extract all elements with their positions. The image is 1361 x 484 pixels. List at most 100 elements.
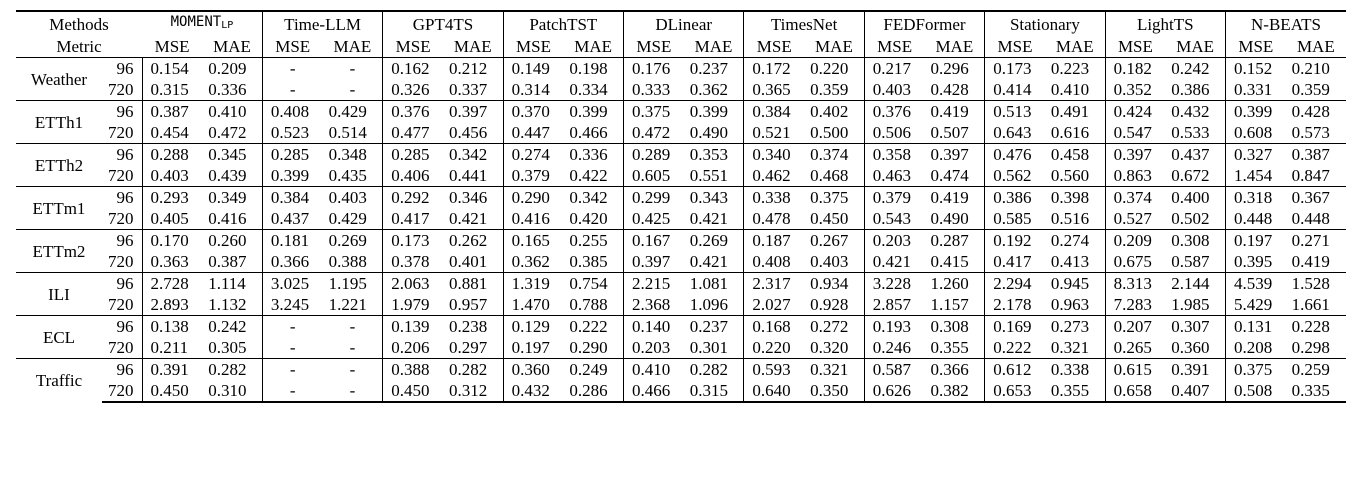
- mse-cell: 1.470: [502, 294, 564, 316]
- header-row-metric: Metric MSE MAE MSE MAE MSE MAE MSE MAE MSE MAE MSE…: [16, 36, 1346, 58]
- mse-cell: 0.414: [984, 79, 1045, 101]
- mae-cell: 1.081: [683, 272, 744, 294]
- mse-cell: 0.593: [743, 358, 805, 380]
- mae-cell: 0.287: [924, 229, 985, 251]
- mae-cell: 0.242: [202, 315, 263, 337]
- mse-cell: 0.386: [984, 186, 1045, 208]
- mae-header: MAE: [1055, 37, 1094, 56]
- mse-cell: 0.366: [261, 251, 323, 273]
- mse-header: MSE: [1224, 36, 1286, 58]
- mse-cell: 0.403: [863, 79, 925, 101]
- mse-cell: 0.162: [382, 57, 443, 79]
- mae-cell: 0.296: [924, 57, 985, 79]
- horizon-label: 720: [108, 252, 134, 271]
- mae-cell: 0.413: [1050, 252, 1090, 271]
- mae-cell: 0.560: [1050, 166, 1090, 185]
- mae-cell: 0.500: [810, 123, 849, 142]
- mse-cell: 0.478: [743, 208, 805, 230]
- mse-cell: 2.317: [743, 272, 805, 294]
- mae-cell: 0.307: [1165, 315, 1226, 337]
- model-name: Stationary: [1009, 14, 1080, 34]
- mae-cell: 0.391: [1165, 358, 1226, 380]
- mae-cell: 0.308: [1165, 229, 1226, 251]
- mae-header: MAE: [574, 37, 613, 56]
- mse-cell: 0.585: [984, 208, 1045, 230]
- model-header: MOMENTLP: [142, 11, 262, 36]
- mae-cell: 0.348: [322, 143, 383, 165]
- table-row: 720 0.403 0.439 0.399 0.435 0.406 0.441 0.379 0.…: [16, 165, 1346, 187]
- mse-cell: -: [261, 337, 323, 359]
- mse-cell: 0.293: [141, 186, 203, 208]
- dataset-label: ETTm2: [16, 229, 102, 273]
- horizon-label: 720: [102, 380, 142, 403]
- mse-cell: 0.182: [1104, 57, 1166, 79]
- mse-cell: 0.139: [382, 315, 443, 337]
- mse-cell: 0.197: [502, 337, 564, 359]
- mae-cell: 0.419: [1291, 252, 1330, 271]
- mse-cell: -: [261, 57, 323, 79]
- mae-cell: 1.132: [208, 295, 247, 314]
- mse-cell: 0.131: [1224, 315, 1286, 337]
- mse-cell: 8.313: [1104, 272, 1166, 294]
- mae-cell: 0.220: [804, 57, 865, 79]
- table-row: ETTh1 96 0.387 0.410 0.408 0.429 0.376 0.397 0.3…: [16, 100, 1346, 144]
- horizon-label: 720: [108, 166, 134, 185]
- mae-cell: 0.432: [1165, 100, 1226, 122]
- mae-header: MAE: [815, 37, 853, 56]
- mse-header: MSE: [743, 36, 805, 58]
- mae-cell: 0.551: [689, 166, 728, 185]
- mae-cell: 0.502: [1171, 209, 1210, 228]
- mae-cell: 0.228: [1285, 315, 1346, 337]
- mae-cell: 1.221: [328, 295, 367, 314]
- mse-cell: 0.408: [743, 251, 805, 273]
- mae-cell: 0.355: [1044, 380, 1106, 403]
- mae-cell: -: [349, 338, 356, 357]
- model-header: DLinear: [623, 11, 744, 36]
- mse-cell: 0.315: [141, 79, 203, 101]
- mse-cell: 0.410: [623, 358, 684, 380]
- mae-cell: 0.320: [810, 338, 849, 357]
- mse-cell: 0.417: [984, 251, 1045, 273]
- mse-cell: 0.448: [1224, 208, 1286, 230]
- mae-cell: 0.385: [569, 252, 608, 271]
- mse-cell: 0.615: [1104, 358, 1166, 380]
- mae-cell: 0.210: [1285, 57, 1346, 79]
- dataset-label: ETTh1: [16, 100, 102, 144]
- mse-header: MSE: [382, 36, 443, 58]
- mae-cell: 2.144: [1165, 272, 1226, 294]
- mae-cell: 0.388: [328, 252, 367, 271]
- mae-cell: 0.507: [930, 123, 969, 142]
- mse-cell: 0.408: [261, 100, 323, 122]
- mae-cell: 0.345: [202, 143, 263, 165]
- mse-cell: 0.384: [261, 186, 323, 208]
- mse-cell: 0.658: [1104, 380, 1166, 403]
- mse-cell: 0.285: [261, 143, 323, 165]
- mae-cell: 0.429: [328, 209, 367, 228]
- mse-cell: 0.154: [141, 57, 203, 79]
- horizon-label: 720: [108, 123, 134, 142]
- mse-cell: 0.192: [984, 229, 1045, 251]
- mae-cell: 0.237: [683, 315, 744, 337]
- mse-cell: 0.562: [984, 165, 1045, 187]
- mae-cell: 0.286: [563, 380, 624, 403]
- mse-cell: 0.326: [382, 79, 443, 101]
- mae-cell: 0.616: [1050, 123, 1090, 142]
- mse-header: MSE: [502, 36, 564, 58]
- mse-cell: 0.285: [382, 143, 443, 165]
- model-name: DLinear: [655, 14, 713, 34]
- mae-header: MAE: [333, 37, 372, 56]
- mse-header: MSE: [863, 36, 925, 58]
- mse-cell: 0.169: [984, 315, 1045, 337]
- mse-cell: 0.643: [984, 122, 1045, 144]
- mse-cell: 0.608: [1224, 122, 1286, 144]
- mse-cell: 0.299: [623, 186, 684, 208]
- horizon-label: 96: [102, 358, 142, 380]
- mae-header: MAE: [1176, 37, 1214, 56]
- mae-cell: 0.209: [202, 57, 263, 79]
- table-row: 720 2.893 1.132 3.245 1.221 1.979 0.957 1.470 0.…: [16, 294, 1346, 316]
- table-body: Weather 96 0.154 0.209- -0.162 0.212 0.149 0.19…: [16, 57, 1346, 403]
- horizon-label: 96: [102, 100, 142, 122]
- mae-cell: 0.273: [1044, 315, 1106, 337]
- mae-cell: 0.788: [569, 295, 608, 314]
- mse-cell: 0.217: [863, 57, 925, 79]
